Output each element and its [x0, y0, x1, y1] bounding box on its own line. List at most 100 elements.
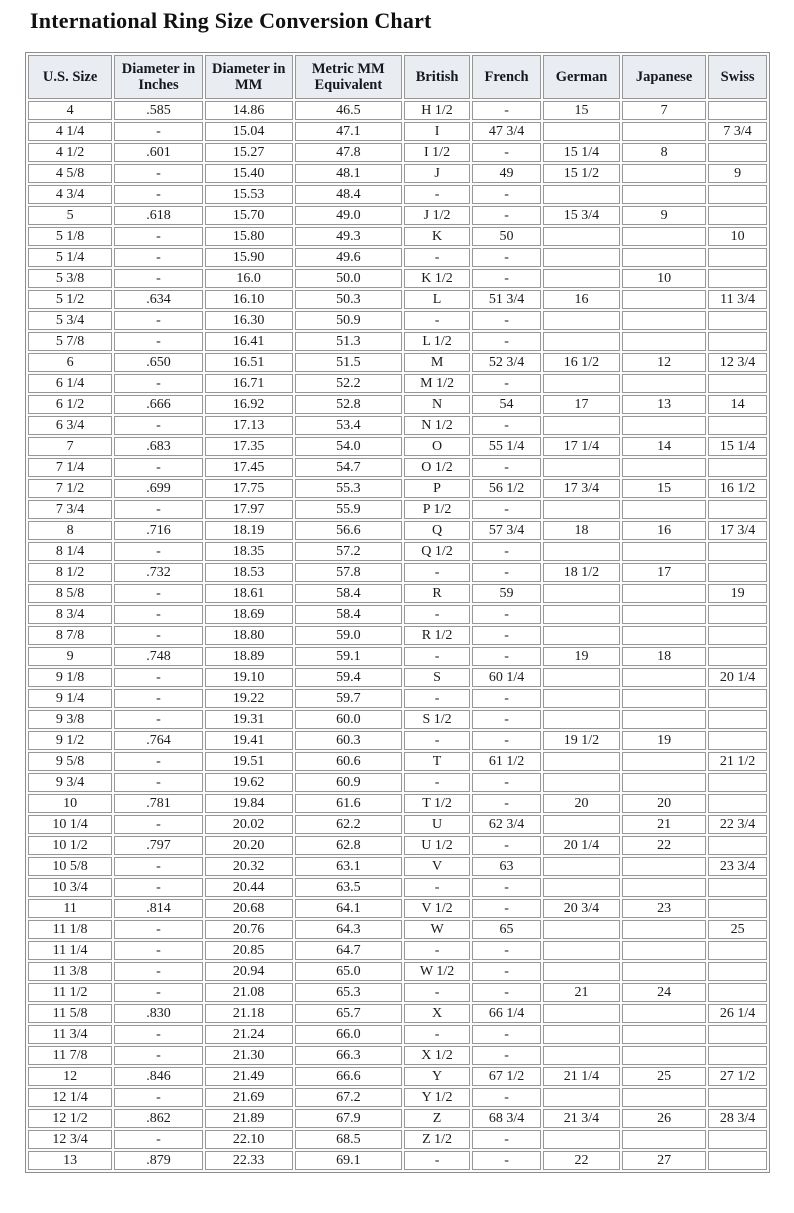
- table-cell: [543, 248, 620, 267]
- table-row: 9 1/2.764 19.41 60.3- -19 1/2 19: [28, 731, 767, 750]
- table-cell: 48.4: [294, 185, 403, 204]
- table-cell: 27 1/2: [708, 1067, 767, 1086]
- table-cell: 16.51: [204, 353, 293, 372]
- table-cell: -: [404, 563, 471, 582]
- column-header-swiss: Swiss: [708, 55, 767, 99]
- table-cell: 62.2: [294, 815, 403, 834]
- table-row: 8 5/8-18.61 58.4 R 59 19: [28, 584, 767, 603]
- table-cell: 17 3/4: [543, 479, 620, 498]
- table-cell: V 1/2: [404, 899, 471, 918]
- table-cell: [621, 458, 707, 477]
- table-cell: 12: [621, 353, 707, 372]
- table-cell: -: [114, 458, 203, 477]
- column-header-japanese: Japanese: [621, 55, 707, 99]
- table-cell: [543, 332, 620, 351]
- table-cell: 12 1/2: [28, 1109, 113, 1128]
- table-cell: 19.51: [204, 752, 293, 771]
- table-cell: -: [114, 1046, 203, 1065]
- table-cell: 9 3/4: [28, 773, 113, 792]
- table-cell: 18.19: [204, 521, 293, 540]
- table-cell: -: [114, 185, 203, 204]
- table-cell: U: [404, 815, 471, 834]
- table-cell: 7 1/2: [28, 479, 113, 498]
- table-cell: 8: [28, 521, 113, 540]
- table-cell: 20 3/4: [543, 899, 620, 918]
- table-cell: 19: [708, 584, 767, 603]
- table-cell: 19.22: [204, 689, 293, 708]
- table-cell: -: [404, 731, 471, 750]
- table-cell: 22: [621, 836, 707, 855]
- table-row: 8 3/4-18.69 58.4- -: [28, 605, 767, 624]
- table-cell: 9 1/2: [28, 731, 113, 750]
- table-cell: [708, 248, 767, 267]
- table-cell: .618: [114, 206, 203, 225]
- table-cell: .634: [114, 290, 203, 309]
- table-cell: 59: [472, 584, 542, 603]
- table-row: 7 1/2.699 17.75 55.3 P 56 1/2 17 3/4 15 16 1/2: [28, 479, 767, 498]
- table-row: 8 1/2.732 18.53 57.8- -18 1/2 17: [28, 563, 767, 582]
- table-cell: [543, 1046, 620, 1065]
- table-cell: [708, 689, 767, 708]
- table-cell: [543, 374, 620, 393]
- table-cell: [621, 332, 707, 351]
- table-cell: 13: [621, 395, 707, 414]
- table-cell: -: [404, 983, 471, 1002]
- table-cell: 49.6: [294, 248, 403, 267]
- table-row: 13.879 22.33 69.1- -22 27: [28, 1151, 767, 1170]
- table-cell: 47 3/4: [472, 122, 542, 141]
- table-cell: [708, 416, 767, 435]
- table-cell: M 1/2: [404, 374, 471, 393]
- table-cell: 21 1/4: [543, 1067, 620, 1086]
- table-cell: -: [114, 857, 203, 876]
- table-row: 9 1/4-19.22 59.7- -: [28, 689, 767, 708]
- table-cell: 4: [28, 101, 113, 120]
- table-cell: 15.53: [204, 185, 293, 204]
- table-cell: .814: [114, 899, 203, 918]
- table-cell: 20: [621, 794, 707, 813]
- table-cell: 46.5: [294, 101, 403, 120]
- table-cell: 60 1/4: [472, 668, 542, 687]
- table-row: 12 3/4-22.10 68.5 Z 1/2-: [28, 1130, 767, 1149]
- table-cell: [543, 626, 620, 645]
- table-cell: I: [404, 122, 471, 141]
- table-cell: 54.7: [294, 458, 403, 477]
- table-cell: 15.80: [204, 227, 293, 246]
- table-cell: 15.04: [204, 122, 293, 141]
- table-cell: [621, 584, 707, 603]
- table-cell: H 1/2: [404, 101, 471, 120]
- table-row: 6 1/2.666 16.92 52.8 N 54 17 13 14: [28, 395, 767, 414]
- table-row: 5 7/8-16.41 51.3 L 1/2-: [28, 332, 767, 351]
- table-cell: 59.4: [294, 668, 403, 687]
- table-cell: 7 3/4: [28, 500, 113, 519]
- table-cell: -: [404, 1025, 471, 1044]
- table-cell: [708, 1025, 767, 1044]
- table-cell: 58.4: [294, 605, 403, 624]
- table-cell: -: [404, 1151, 471, 1170]
- table-cell: K: [404, 227, 471, 246]
- table-cell: 56.6: [294, 521, 403, 540]
- table-cell: 56 1/2: [472, 479, 542, 498]
- table-cell: [543, 122, 620, 141]
- table-cell: 8 7/8: [28, 626, 113, 645]
- table-cell: 15: [543, 101, 620, 120]
- table-cell: .716: [114, 521, 203, 540]
- table-cell: [621, 311, 707, 330]
- table-cell: -: [472, 605, 542, 624]
- table-cell: 47.8: [294, 143, 403, 162]
- table-cell: -: [472, 647, 542, 666]
- column-header-french: French: [472, 55, 542, 99]
- table-row: 12 1/4-21.69 67.2 Y 1/2-: [28, 1088, 767, 1107]
- table-cell: [708, 101, 767, 120]
- table-cell: 68.5: [294, 1130, 403, 1149]
- table-cell: 6 1/4: [28, 374, 113, 393]
- table-cell: [708, 710, 767, 729]
- page-title: International Ring Size Conversion Chart: [30, 8, 432, 33]
- table-cell: 48.1: [294, 164, 403, 183]
- table-cell: [543, 1025, 620, 1044]
- table-cell: -: [472, 710, 542, 729]
- column-header-diameter-in-inches: Diameter in Inches: [114, 55, 203, 99]
- table-cell: 11 1/2: [28, 983, 113, 1002]
- table-cell: -: [404, 647, 471, 666]
- table-cell: -: [472, 983, 542, 1002]
- table-cell: 57.2: [294, 542, 403, 561]
